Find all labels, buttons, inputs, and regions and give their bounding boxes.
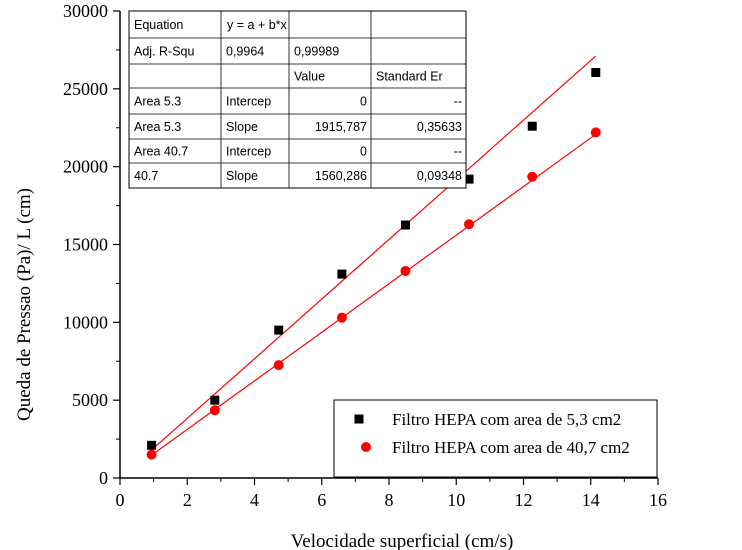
axes: 0 2 4 6 8 10 12 14 16 0 5000 10000 15000 20000 25000 30… [63, 1, 667, 510]
data-point-circle [590, 127, 601, 138]
legend-marker-square [354, 414, 364, 424]
x-tick-label: 2 [183, 490, 192, 510]
data-point-circle [527, 171, 538, 182]
y-tick-label: 10000 [63, 312, 108, 332]
table-cell: 1560,286 [315, 169, 367, 183]
x-tick-label: 6 [317, 490, 326, 510]
table-cell: Intercep [226, 95, 271, 109]
data-point-square [527, 121, 537, 131]
table-cell: -- [454, 95, 462, 109]
y-axis-title: Queda de Pressao (Pa)/ L (cm) [14, 188, 35, 421]
legend: Filtro HEPA com area de 5,3 cm2 Filtro HE… [333, 399, 658, 478]
table-cell: Value [294, 70, 325, 84]
data-markers [146, 67, 601, 460]
fit-lines [151, 55, 597, 456]
fit-results-table: Equation y = a + b*x Adj. R-Squ 0,9964 0,999… [128, 10, 467, 189]
table-cell: Area 5.3 [134, 95, 181, 109]
table-cell: Area 5.3 [134, 120, 181, 134]
table-cell: Equation [134, 18, 183, 32]
data-point-square [147, 440, 157, 450]
data-point-square [337, 269, 347, 279]
legend-box [333, 399, 658, 478]
data-point-square [464, 174, 474, 184]
x-tick-label: 0 [116, 490, 125, 510]
data-point-circle [464, 219, 475, 230]
table-cell: -- [454, 145, 462, 159]
table-cell: y = a + b*x [227, 18, 288, 32]
table-cell: 0,35633 [417, 120, 462, 134]
x-tick-label: 16 [649, 490, 667, 510]
data-point-circle [146, 449, 157, 460]
x-tick-label: 14 [582, 490, 600, 510]
data-point-square [210, 395, 220, 405]
fit-line [151, 133, 597, 456]
legend-label: Filtro HEPA com area de 40,7 cm2 [392, 438, 630, 457]
fit-line [151, 55, 597, 451]
data-point-square [591, 67, 601, 77]
y-tick-label: 25000 [63, 79, 108, 99]
data-point-circle [336, 312, 347, 323]
data-point-square [400, 220, 410, 230]
y-tick-label: 5000 [72, 390, 108, 410]
table-cell: 0,09348 [417, 169, 462, 183]
table-cell: Area 40.7 [134, 145, 188, 159]
table-cell: 0,99989 [294, 45, 339, 59]
y-tick-label: 15000 [63, 235, 108, 255]
table-cell: 0 [360, 145, 367, 159]
data-point-circle [209, 405, 220, 416]
table-cell: Intercep [226, 145, 271, 159]
x-axis-title: Velocidade superficial (cm/s) [291, 531, 514, 550]
x-tick-label: 12 [515, 490, 533, 510]
x-tick-label: 4 [250, 490, 259, 510]
data-point-circle [273, 360, 284, 371]
table-cell: Standard Er [376, 70, 443, 84]
x-tick-label: 10 [447, 490, 465, 510]
table-cell: Slope [226, 120, 258, 134]
table-cell: 40.7 [134, 169, 158, 183]
y-tick-label: 20000 [63, 157, 108, 177]
table-cell: 1915,787 [315, 120, 367, 134]
y-tick-label: 0 [99, 468, 108, 488]
table-cell: Adj. R-Squ [134, 45, 194, 59]
x-tick-label: 8 [385, 490, 394, 510]
data-point-circle [400, 265, 411, 276]
table-cell: Slope [226, 169, 258, 183]
data-point-square [274, 325, 284, 335]
legend-label: Filtro HEPA com area de 5,3 cm2 [392, 410, 621, 429]
y-tick-label: 30000 [63, 1, 108, 21]
legend-marker-circle [361, 442, 371, 452]
table-border [128, 10, 467, 189]
table-cell: 0 [360, 95, 367, 109]
table-cell: 0,9964 [226, 45, 264, 59]
